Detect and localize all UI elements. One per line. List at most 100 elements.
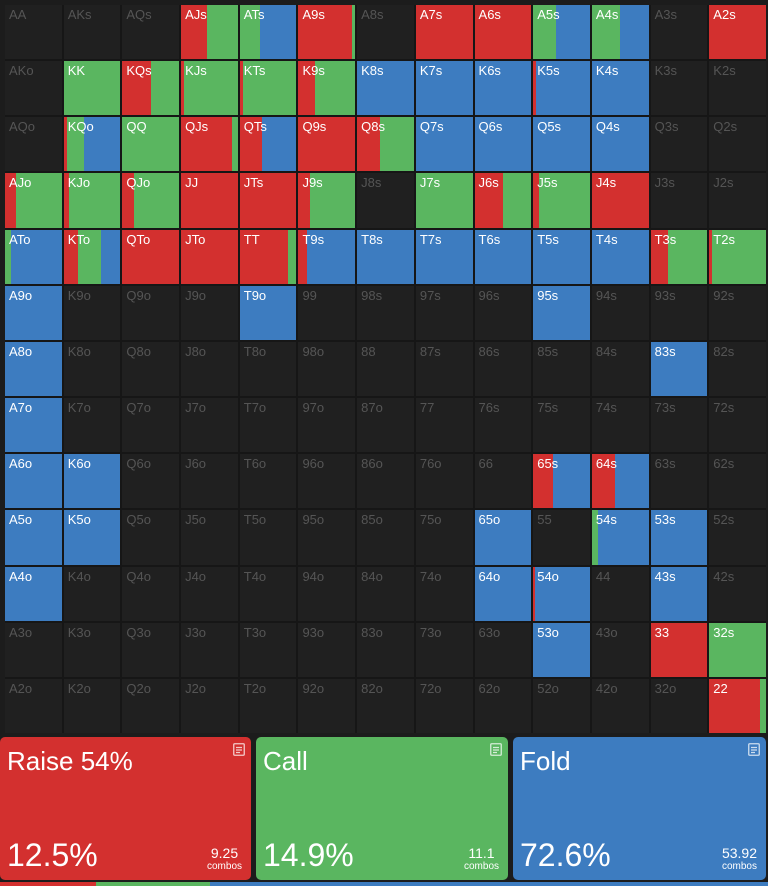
hand-cell-92s[interactable]: 92s xyxy=(709,285,766,340)
hand-cell-q8s[interactable]: Q8s xyxy=(357,117,414,172)
hand-cell-a8s[interactable]: A8s xyxy=(357,5,414,60)
hand-cell-j2s[interactable]: J2s xyxy=(709,173,766,228)
hand-cell-q9o[interactable]: Q9o xyxy=(122,285,180,340)
call-summary-card[interactable]: Call 14.9% 11.1 combos xyxy=(256,737,508,880)
note-icon[interactable] xyxy=(233,743,245,756)
hand-cell-53o[interactable]: 53o xyxy=(533,622,590,677)
hand-cell-74s[interactable]: 74s xyxy=(591,398,649,453)
hand-cell-j9o[interactable]: J9o xyxy=(181,285,238,340)
hand-cell-q2s[interactable]: Q2s xyxy=(709,117,766,172)
hand-cell-k7o[interactable]: K7o xyxy=(63,398,121,453)
hand-cell-a4o[interactable]: A4o xyxy=(5,566,62,621)
hand-cell-t9s[interactable]: T9s xyxy=(298,229,356,284)
hand-cell-96s[interactable]: 96s xyxy=(474,285,532,340)
hand-cell-97o[interactable]: 97o xyxy=(298,398,356,453)
hand-cell-j8s[interactable]: J8s xyxy=(357,173,414,228)
hand-cell-a9o[interactable]: A9o xyxy=(5,285,62,340)
hand-cell-q5s[interactable]: Q5s xyxy=(533,117,590,172)
hand-cell-q5o[interactable]: Q5o xyxy=(122,510,180,565)
hand-cell-q7o[interactable]: Q7o xyxy=(122,398,180,453)
hand-cell-42s[interactable]: 42s xyxy=(709,566,766,621)
hand-cell-k8o[interactable]: K8o xyxy=(63,341,121,397)
hand-cell-t6o[interactable]: T6o xyxy=(239,454,297,509)
hand-cell-kk[interactable]: KK xyxy=(63,61,121,116)
hand-cell-k6o[interactable]: K6o xyxy=(63,454,121,509)
hand-cell-54s[interactable]: 54s xyxy=(591,510,649,565)
hand-cell-99[interactable]: 99 xyxy=(298,285,356,340)
hand-cell-jto[interactable]: JTo xyxy=(181,229,238,284)
hand-cell-t4o[interactable]: T4o xyxy=(239,566,297,621)
hand-cell-jj[interactable]: JJ xyxy=(181,173,238,228)
hand-cell-94s[interactable]: 94s xyxy=(591,285,649,340)
hand-cell-54o[interactable]: 54o xyxy=(533,566,590,621)
hand-cell-kqs[interactable]: KQs xyxy=(122,61,180,116)
hand-cell-84s[interactable]: 84s xyxy=(591,341,649,397)
hand-cell-t8s[interactable]: T8s xyxy=(357,229,414,284)
hand-cell-qjo[interactable]: QJo xyxy=(122,173,180,228)
hand-cell-a3o[interactable]: A3o xyxy=(5,622,62,677)
hand-cell-t7s[interactable]: T7s xyxy=(415,229,473,284)
hand-cell-95s[interactable]: 95s xyxy=(533,285,590,340)
hand-cell-ats[interactable]: ATs xyxy=(239,5,297,60)
hand-cell-44[interactable]: 44 xyxy=(591,566,649,621)
hand-cell-aqs[interactable]: AQs xyxy=(122,5,180,60)
hand-cell-k9s[interactable]: K9s xyxy=(298,61,356,116)
hand-cell-q4o[interactable]: Q4o xyxy=(122,566,180,621)
hand-cell-q2o[interactable]: Q2o xyxy=(122,678,180,733)
hand-cell-q9s[interactable]: Q9s xyxy=(298,117,356,172)
hand-cell-t6s[interactable]: T6s xyxy=(474,229,532,284)
hand-cell-65o[interactable]: 65o xyxy=(474,510,532,565)
hand-cell-87s[interactable]: 87s xyxy=(415,341,473,397)
hand-cell-88[interactable]: 88 xyxy=(357,341,414,397)
hand-cell-86s[interactable]: 86s xyxy=(474,341,532,397)
hand-cell-a5o[interactable]: A5o xyxy=(5,510,62,565)
hand-cell-kqo[interactable]: KQo xyxy=(63,117,121,172)
hand-cell-t4s[interactable]: T4s xyxy=(591,229,649,284)
hand-cell-j2o[interactable]: J2o xyxy=(181,678,238,733)
raise-summary-card[interactable]: Raise 54% 12.5% 9.25 combos xyxy=(0,737,251,880)
hand-cell-97s[interactable]: 97s xyxy=(415,285,473,340)
hand-cell-43s[interactable]: 43s xyxy=(650,566,708,621)
hand-cell-a2s[interactable]: A2s xyxy=(709,5,766,60)
hand-cell-t2o[interactable]: T2o xyxy=(239,678,297,733)
hand-cell-j6o[interactable]: J6o xyxy=(181,454,238,509)
fold-summary-card[interactable]: Fold 72.6% 53.92 combos xyxy=(513,737,766,880)
hand-cell-84o[interactable]: 84o xyxy=(357,566,414,621)
hand-cell-a3s[interactable]: A3s xyxy=(650,5,708,60)
hand-cell-75o[interactable]: 75o xyxy=(415,510,473,565)
hand-cell-kto[interactable]: KTo xyxy=(63,229,121,284)
hand-cell-jts[interactable]: JTs xyxy=(239,173,297,228)
hand-cell-t2s[interactable]: T2s xyxy=(709,229,766,284)
hand-cell-64s[interactable]: 64s xyxy=(591,454,649,509)
hand-cell-q6o[interactable]: Q6o xyxy=(122,454,180,509)
hand-cell-72s[interactable]: 72s xyxy=(709,398,766,453)
hand-cell-85s[interactable]: 85s xyxy=(533,341,590,397)
hand-cell-k5s[interactable]: K5s xyxy=(533,61,590,116)
hand-cell-52s[interactable]: 52s xyxy=(709,510,766,565)
hand-cell-k2o[interactable]: K2o xyxy=(63,678,121,733)
hand-cell-q8o[interactable]: Q8o xyxy=(122,341,180,397)
hand-cell-22[interactable]: 22 xyxy=(709,678,766,733)
hand-cell-aa[interactable]: AA xyxy=(5,5,62,60)
hand-cell-kts[interactable]: KTs xyxy=(239,61,297,116)
hand-cell-a7s[interactable]: A7s xyxy=(415,5,473,60)
hand-cell-qjs[interactable]: QJs xyxy=(181,117,238,172)
hand-cell-j5s[interactable]: J5s xyxy=(533,173,590,228)
hand-cell-94o[interactable]: 94o xyxy=(298,566,356,621)
hand-cell-66[interactable]: 66 xyxy=(474,454,532,509)
hand-cell-62o[interactable]: 62o xyxy=(474,678,532,733)
hand-cell-86o[interactable]: 86o xyxy=(357,454,414,509)
hand-cell-j4o[interactable]: J4o xyxy=(181,566,238,621)
hand-cell-64o[interactable]: 64o xyxy=(474,566,532,621)
hand-cell-75s[interactable]: 75s xyxy=(533,398,590,453)
hand-cell-ako[interactable]: AKo xyxy=(5,61,62,116)
hand-cell-83s[interactable]: 83s xyxy=(650,341,708,397)
hand-cell-65s[interactable]: 65s xyxy=(533,454,590,509)
hand-cell-a6o[interactable]: A6o xyxy=(5,454,62,509)
hand-cell-j9s[interactable]: J9s xyxy=(298,173,356,228)
hand-cell-t3o[interactable]: T3o xyxy=(239,622,297,677)
hand-cell-98o[interactable]: 98o xyxy=(298,341,356,397)
hand-cell-87o[interactable]: 87o xyxy=(357,398,414,453)
hand-cell-52o[interactable]: 52o xyxy=(533,678,590,733)
hand-cell-77[interactable]: 77 xyxy=(415,398,473,453)
